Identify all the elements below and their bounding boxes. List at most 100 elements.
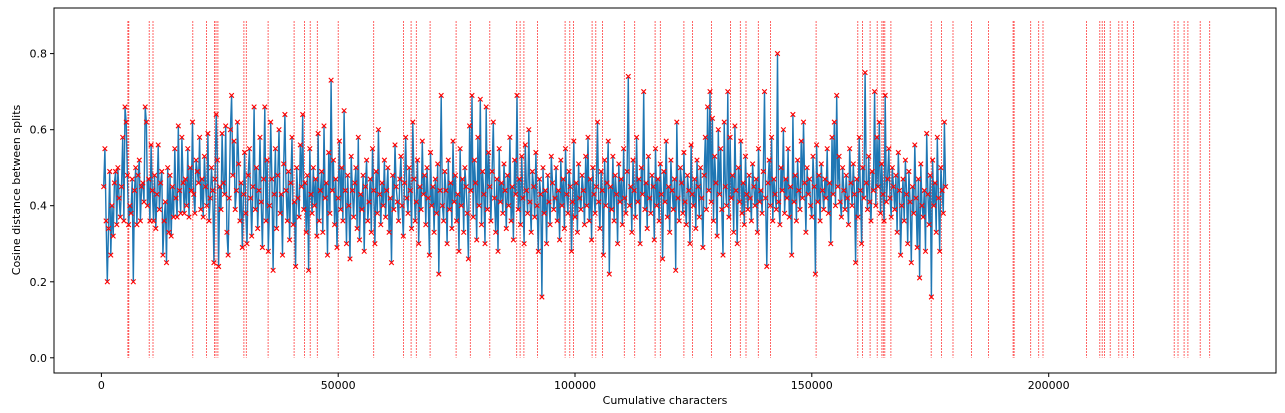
data-point-marker: [668, 157, 674, 163]
data-point-marker: [322, 195, 328, 201]
data-point-marker: [227, 127, 234, 133]
data-point-marker: [723, 203, 730, 209]
data-point-marker: [462, 165, 468, 171]
data-point-marker: [163, 260, 170, 266]
data-point-marker: [577, 195, 583, 201]
data-point-marker: [333, 176, 339, 182]
data-point-marker: [617, 199, 623, 205]
data-point-marker: [281, 161, 287, 167]
data-point-marker: [215, 263, 222, 270]
data-point-marker: [443, 187, 449, 194]
data-point-marker: [555, 187, 562, 194]
data-point-marker: [268, 119, 274, 125]
data-point-marker: [507, 134, 513, 140]
data-point-marker: [766, 157, 772, 163]
data-point-marker: [710, 218, 717, 224]
data-point-marker: [903, 191, 910, 197]
data-point-marker: [468, 187, 474, 194]
data-point-marker: [269, 176, 275, 182]
data-point-marker: [876, 119, 882, 125]
data-point-marker: [783, 176, 789, 182]
data-point-marker: [559, 203, 565, 209]
data-point-marker: [120, 134, 126, 140]
data-point-marker: [682, 199, 688, 205]
data-point-marker: [785, 146, 791, 152]
data-point-marker: [416, 241, 422, 247]
data-point-marker: [709, 115, 716, 121]
data-point-marker: [230, 172, 236, 178]
data-point-marker: [440, 218, 447, 224]
data-point-marker: [519, 153, 525, 159]
data-point-marker: [556, 237, 563, 243]
data-point-marker: [138, 184, 145, 190]
data-point-marker: [296, 214, 302, 220]
data-point-marker: [809, 214, 815, 220]
data-point-marker: [403, 134, 409, 140]
data-point-marker: [781, 210, 788, 216]
data-point-marker: [175, 123, 181, 129]
y-axis-label: Cosine distance between splits: [10, 105, 23, 276]
data-point-marker: [612, 172, 618, 178]
data-point-marker: [915, 176, 922, 182]
data-point-marker: [751, 184, 757, 190]
data-point-marker: [736, 199, 743, 205]
data-point-marker: [183, 203, 190, 209]
data-point-marker: [794, 157, 801, 163]
data-point-marker: [568, 248, 575, 254]
data-point-marker: [547, 222, 553, 228]
data-point-marker: [854, 176, 860, 182]
data-point-marker: [413, 199, 419, 205]
data-point-marker: [469, 92, 475, 99]
data-point-marker: [314, 233, 320, 239]
data-point-marker: [677, 165, 684, 171]
data-point-marker: [587, 176, 594, 182]
data-point-marker: [860, 165, 866, 171]
data-point-marker: [908, 260, 914, 266]
data-point-marker: [110, 233, 116, 239]
data-point-marker: [371, 187, 377, 194]
data-point-marker: [367, 176, 373, 182]
data-point-marker: [610, 153, 616, 159]
data-point-marker: [330, 157, 337, 163]
data-point-marker: [690, 203, 697, 209]
data-point-marker: [696, 214, 702, 220]
data-point-marker: [651, 237, 657, 243]
data-point-marker: [836, 153, 842, 159]
data-point-marker: [436, 271, 442, 277]
data-point-marker: [431, 229, 437, 235]
data-point-marker: [704, 104, 711, 110]
data-point-marker: [405, 210, 411, 216]
data-point-marker: [816, 172, 822, 178]
data-point-marker: [339, 165, 345, 171]
data-point-marker: [182, 176, 189, 182]
data-point-marker: [611, 218, 617, 224]
data-point-marker: [932, 180, 938, 186]
data-point-marker: [850, 161, 856, 167]
data-point-marker: [349, 187, 356, 194]
data-point-marker: [318, 168, 325, 175]
data-point-marker: [543, 241, 550, 247]
data-point-marker: [637, 241, 643, 247]
data-point-marker: [289, 134, 295, 140]
data-point-marker: [124, 172, 131, 178]
data-point-marker: [669, 187, 675, 194]
data-point-marker: [213, 111, 219, 118]
data-point-marker: [324, 252, 331, 258]
data-point-marker: [251, 104, 257, 110]
data-point-marker: [806, 176, 813, 182]
x-tick-label: 0: [98, 379, 105, 392]
data-point-marker: [646, 195, 653, 201]
data-point-marker: [451, 199, 457, 205]
data-point-marker: [102, 146, 108, 152]
data-point-marker: [792, 172, 798, 178]
data-point-marker: [735, 165, 742, 171]
data-point-marker: [826, 180, 833, 186]
data-point-marker: [263, 218, 269, 224]
data-point-marker: [456, 248, 462, 254]
data-point-marker: [906, 168, 912, 175]
data-point-marker: [676, 218, 682, 224]
data-point-marker: [501, 161, 507, 167]
data-point-marker: [880, 191, 886, 197]
data-point-marker: [151, 172, 158, 178]
data-point-marker: [385, 165, 391, 171]
